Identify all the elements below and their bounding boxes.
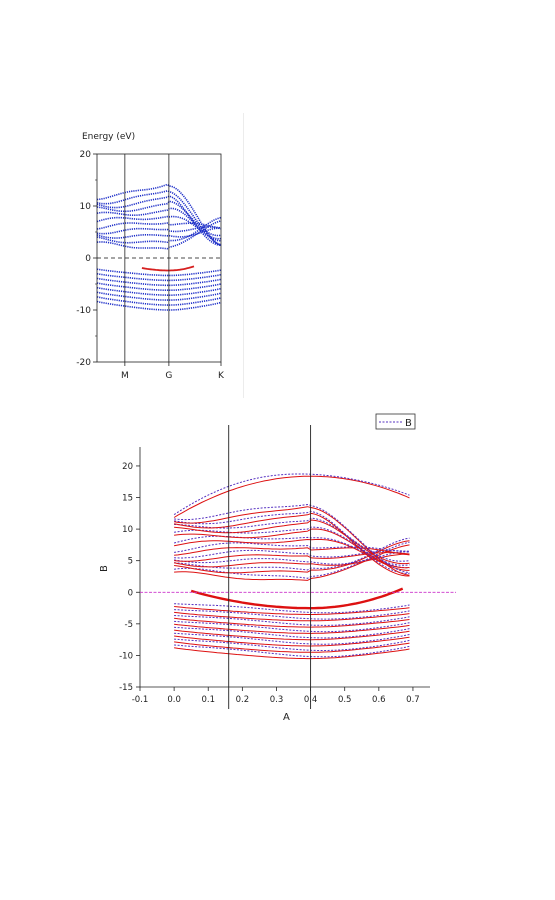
bottom-ytick-label: -5 (125, 620, 133, 630)
bottom-band-line-a (174, 547, 410, 556)
top-band-line (96, 222, 222, 230)
bottom-xlabel: A (283, 712, 290, 723)
top-band-line (96, 277, 222, 287)
bottom-xtick-label: 0.6 (372, 695, 386, 705)
bottom-band-line-a (174, 629, 410, 641)
top-band-line (96, 195, 222, 247)
bottom-highlight-band (190, 587, 404, 610)
bottom-xtick-label: 0.3 (270, 695, 284, 705)
top-ytick-label: 10 (80, 202, 92, 212)
bottom-ytick-label: 10 (122, 525, 133, 535)
bottom-band-line-b (174, 644, 410, 658)
panel-divider (243, 113, 244, 398)
bottom-band-line-b (173, 473, 410, 516)
top-band-line (96, 296, 222, 306)
bottom-band-line-a (174, 635, 410, 647)
bottom-ytick-label: 5 (128, 557, 133, 567)
bottom-band-line-a (174, 552, 410, 562)
bottom-band-line-a (173, 538, 410, 571)
bottom-ylabel: B (99, 565, 110, 572)
top-band-line (96, 207, 222, 240)
top-ytick-label: -20 (76, 358, 91, 368)
bottom-ytick-label: -15 (119, 683, 133, 693)
top-ytick-label: -10 (76, 306, 91, 316)
top-band-line (96, 300, 222, 311)
top-band-line (96, 190, 222, 246)
bottom-band-line-a (173, 475, 410, 518)
bottom-band-line-b (174, 615, 410, 626)
bottom-legend: B (375, 413, 416, 430)
bottom-xtick-label: 0.1 (201, 695, 215, 705)
bottom-band-line-a (174, 641, 410, 653)
top-band-line (96, 282, 222, 291)
top-band-line (96, 216, 222, 244)
bottom-ytick-label: 0 (128, 588, 133, 598)
top-band-line (96, 286, 222, 296)
bottom-band-line-b (174, 526, 410, 566)
bottom-band-line-a (173, 512, 410, 577)
top-kpoint-label: G (165, 371, 172, 381)
bottom-band-line-a (174, 506, 410, 576)
bottom-band-line-b (174, 510, 410, 574)
top-ytick-label: 0 (85, 254, 91, 264)
bottom-band-line-b (174, 503, 410, 574)
bottom-band-line-a (174, 606, 410, 615)
bottom-band-line-a (173, 553, 410, 568)
bottom-xtick-label: -0.1 (132, 695, 149, 705)
bottom-ytick-label: -10 (119, 651, 133, 661)
bottom-band-line-a (174, 647, 410, 660)
legend-box (375, 413, 416, 430)
bottom-band-line-b (174, 620, 410, 633)
bottom-band-line-a (174, 623, 410, 634)
top-band-line (96, 215, 222, 242)
top-band-line (96, 291, 222, 301)
top-ylabel: Energy (eV) (82, 132, 135, 142)
legend-label-b: B (405, 418, 412, 429)
bottom-bands (173, 473, 410, 660)
bottom-xtick-label: 0.0 (167, 695, 181, 705)
bottom-ytick-label: 20 (122, 462, 133, 472)
bottom-band-line-b (174, 638, 410, 651)
bottom-xtick-label: 0.5 (338, 695, 352, 705)
top-band-line (96, 268, 222, 277)
top-highlight-band (141, 265, 195, 272)
bottom-xtick-label: 0.2 (236, 695, 250, 705)
bottom-band-line-b (174, 632, 410, 645)
top-ytick-label: 20 (80, 150, 92, 160)
bottom-xtick-label: 0.7 (406, 695, 420, 705)
bottom-band-line-b (174, 603, 410, 614)
bottom-ytick-label: 15 (122, 494, 133, 504)
bottom-band-line-b (174, 551, 410, 565)
bottom-band-line-a (174, 617, 410, 628)
bottom-band-line-a (174, 519, 410, 565)
top-kpoint-label: M (121, 371, 129, 381)
top-band-line (96, 227, 221, 239)
top-kpoint-label: K (218, 371, 225, 381)
top-bands (96, 183, 222, 311)
top-band-line (96, 273, 222, 282)
top-band-structure-chart: Energy (eV) 20 10 0 -10 -20 M G K (76, 132, 225, 381)
bottom-band-line-a (174, 611, 410, 622)
bottom-band-line-b (174, 626, 410, 639)
bottom-band-line-b (174, 542, 410, 553)
top-axes: 20 10 0 -10 -20 M G K (76, 150, 225, 381)
bottom-band-line-b (174, 609, 410, 620)
top-band-line (96, 226, 222, 235)
bottom-band-line-a (174, 528, 410, 569)
